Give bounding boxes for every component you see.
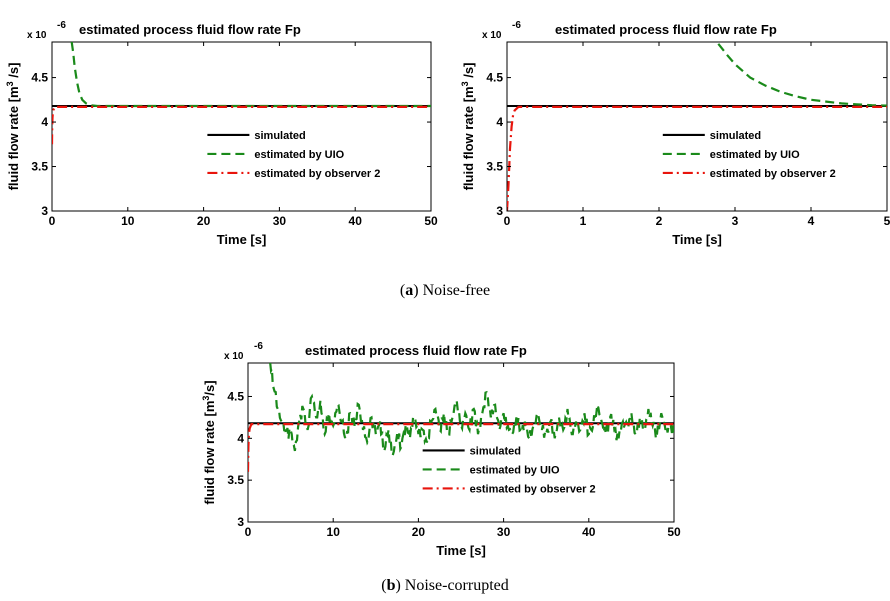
chart-3: 0 10 20 30 40 50 3 3.5 4 4.5 estimated process flu… [201, 341, 681, 558]
chart-3-legend: simulated estimated by UIO estimated by ob… [422, 445, 596, 495]
chart-3-xtick-label: 30 [497, 525, 511, 539]
chart-1-title: estimated process fluid flow rate Fp [79, 22, 301, 37]
chart-1-ytick-label: 3 [41, 204, 48, 218]
chart-3-xlabel: Time [s] [436, 543, 486, 558]
chart-3-legend-label-2: estimated by UIO [470, 464, 560, 476]
caption-a-text: Noise-free [419, 282, 491, 299]
chart-2-xtick-label: 2 [656, 214, 663, 228]
chart-2-ytick-label: 3.5 [486, 160, 503, 174]
chart-1-plot-frame [51, 41, 432, 212]
chart-2-legend-label-1: simulated [710, 130, 761, 142]
chart-1-ylabel: fluid flow rate [m3 /s] [5, 63, 21, 191]
chart-2-multiplier-exponent: -6 [512, 20, 521, 31]
chart-1-ytick-label: 4.5 [31, 71, 48, 85]
chart-1-xtick-label: 40 [349, 214, 363, 228]
chart-3-ytick-label: 3 [237, 515, 244, 529]
chart-3-multiplier: x 10 [224, 351, 244, 362]
chart-3-title: estimated process fluid flow rate Fp [305, 343, 527, 358]
chart-2-xtick-label: 4 [808, 214, 815, 228]
chart-2-ylabel-sup: 3 [460, 81, 470, 86]
chart-3-multiplier-exponent: -6 [254, 341, 263, 352]
chart-1-ytick-label: 3.5 [31, 160, 48, 174]
chart-3-series-group [248, 363, 674, 472]
chart-2: 0 1 2 3 4 5 3 3.5 4 4.5 estimated process fluid fl… [460, 20, 890, 247]
chart-3-xtick-label: 50 [667, 525, 681, 539]
chart-2-multiplier: x 10 [482, 30, 502, 41]
chart-2-xtick-label: 1 [580, 214, 587, 228]
chart-1-multiplier: x 10 [27, 30, 47, 41]
chart-2-ytick-label: 4 [496, 115, 503, 129]
chart-1-legend-label-2: estimated by UIO [254, 149, 344, 161]
chart-2-ytick-label: 4.5 [486, 71, 503, 85]
chart-2-xtick-label: 5 [884, 214, 890, 228]
chart-3-ytick-label: 4 [237, 431, 244, 445]
chart-2-legend-label-2: estimated by UIO [710, 149, 800, 161]
chart-2-title: estimated process fluid flow rate Fp [555, 22, 777, 37]
caption-b: (b) Noise-corrupted [381, 577, 509, 594]
chart-3-xtick-label: 40 [582, 525, 596, 539]
chart-3-series-uio-line [269, 363, 674, 457]
chart-3-legend-label-3: estimated by observer 2 [470, 483, 596, 495]
chart-1-legend-label-3: estimated by observer 2 [254, 168, 380, 180]
caption-a-letter: a [405, 282, 413, 299]
chart-3-ytick-label: 3.5 [227, 473, 244, 487]
chart-1-xtick-label: 20 [197, 214, 211, 228]
chart-1-ylabel-post: /s] [6, 63, 21, 82]
chart-2-xlabel: Time [s] [672, 232, 722, 247]
caption-b-text: Noise-corrupted [401, 577, 509, 594]
chart-1-xtick-label: 0 [49, 214, 56, 228]
chart-3-series-observer2-line [248, 423, 674, 472]
chart-2-xtick-label: 3 [732, 214, 739, 228]
chart-3-plot-frame [247, 362, 675, 523]
chart-1-ylabel-sup: 3 [5, 81, 15, 86]
chart-3-ylabel-sup: 3 [201, 396, 211, 401]
caption-a: (a) Noise-free [400, 282, 490, 299]
caption-b-letter: b [387, 577, 396, 594]
chart-3-xtick-label: 0 [245, 525, 252, 539]
chart-2-plot-frame [506, 41, 888, 212]
chart-1-ylabel-pre: fluid flow rate [m [6, 86, 21, 190]
chart-3-xtick-label: 20 [412, 525, 426, 539]
chart-3-ylabel-pre: fluid flow rate [m [202, 401, 217, 505]
chart-1-xtick-label: 10 [121, 214, 135, 228]
chart-3-ylabel: fluid flow rate [m3/s] [201, 380, 217, 504]
chart-3-legend-label-1: simulated [470, 445, 521, 457]
chart-2-legend-label-3: estimated by observer 2 [710, 168, 836, 180]
chart-2-ylabel-pre: fluid flow rate [m [461, 86, 476, 190]
chart-1-legend: simulated estimated by UIO estimated by ob… [207, 130, 380, 180]
chart-3-ylabel-post: /s] [202, 380, 217, 395]
chart-1-xlabel: Time [s] [217, 232, 267, 247]
chart-1-series-uio-line [70, 42, 431, 108]
chart-3-xtick-label: 10 [327, 525, 341, 539]
chart-2-legend: simulated estimated by UIO estimated by ob… [662, 130, 836, 180]
chart-3-ytick-label: 4.5 [227, 389, 244, 403]
chart-2-ytick-label: 3 [496, 204, 503, 218]
chart-2-series-uio-line [717, 43, 887, 107]
chart-1-xtick-label: 50 [424, 214, 438, 228]
chart-2-series-observer2-line [507, 105, 887, 211]
chart-1-legend-label-1: simulated [254, 130, 305, 142]
chart-1-ytick-label: 4 [41, 115, 48, 129]
chart-2-series-group [507, 43, 887, 211]
chart-2-xtick-label: 0 [504, 214, 511, 228]
chart-2-ylabel: fluid flow rate [m3 /s] [460, 63, 476, 191]
chart-1-multiplier-exponent: -6 [57, 20, 66, 31]
chart-1-series-group [52, 42, 431, 145]
chart-1: 0 10 20 30 40 50 3 3.5 4 4.5 estimated process flu… [5, 20, 438, 247]
chart-1-xtick-label: 30 [273, 214, 287, 228]
chart-2-ylabel-post: /s] [461, 63, 476, 82]
